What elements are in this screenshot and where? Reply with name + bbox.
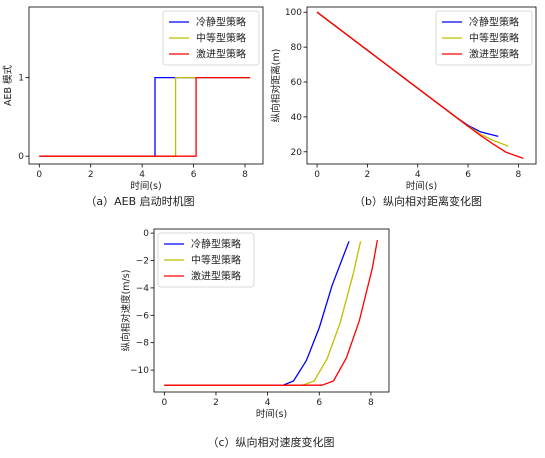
y-tick-label: 0 [143, 229, 149, 239]
series-line-0-0 [39, 76, 251, 157]
chart-panel-1: 0 2 4 6 8 20 40 60 80 100 时间(s) 纵向相对距离(m) 冷静型策略中等型策略… [270, 6, 537, 208]
legend-label-2: 激进型策略 [196, 48, 246, 61]
x-tick-label: 0 [36, 170, 42, 180]
x-tick-label: 8 [368, 398, 374, 408]
y-tick-label: −4 [136, 284, 150, 294]
x-tick-label: 4 [139, 170, 145, 180]
y-axis-label: 纵向相对距离(m) [270, 49, 282, 123]
series-line-0-2 [39, 76, 251, 157]
x-tick-label: 4 [415, 170, 421, 180]
x-tick-label: 8 [242, 170, 248, 180]
legend-label-0: 冷静型策略 [191, 238, 241, 251]
x-tick-label: 2 [365, 170, 371, 180]
y-tick-label: 0 [18, 152, 24, 162]
x-tick-label: 8 [516, 170, 522, 180]
x-axis-label: 时间(s) [406, 180, 437, 192]
series-line-1-2 [316, 11, 524, 160]
legend-label-2: 激进型策略 [469, 48, 519, 61]
legend-label-0: 冷静型策略 [469, 16, 519, 29]
x-tick-label: 6 [191, 170, 197, 180]
x-axis-label: 时间(s) [130, 180, 161, 192]
y-tick-label: 40 [291, 113, 303, 123]
legend-label-1: 中等型策略 [196, 32, 246, 45]
series-line-0-1 [39, 76, 251, 157]
y-tick-label: 60 [291, 78, 303, 88]
plot-frame [306, 6, 537, 165]
plot-frame [28, 6, 264, 165]
legend-box [435, 10, 533, 66]
legend-label-0: 冷静型策略 [196, 16, 246, 29]
y-axis-label: 纵向相对速度(m/s) [120, 270, 132, 352]
legend-label-1: 中等型策略 [191, 254, 241, 267]
y-tick-label: −8 [136, 339, 150, 349]
x-axis-label: 时间(s) [256, 408, 287, 420]
x-tick-label: 6 [465, 170, 471, 180]
x-tick-label: 0 [161, 398, 167, 408]
x-tick-label: 4 [265, 398, 271, 408]
plot-frame [153, 228, 390, 393]
x-tick-label: 2 [88, 170, 94, 180]
chart-caption: （c）纵向相对速度变化图 [207, 435, 334, 449]
legend-box [157, 232, 255, 288]
y-tick-label: −2 [136, 257, 149, 267]
legend-label-2: 激进型策略 [191, 270, 241, 283]
x-tick-label: 2 [213, 398, 219, 408]
x-tick-label: 6 [316, 398, 322, 408]
chart-panel-2: 0 2 4 6 8 −10 −8 −6 −4 −2 0 时间(s) 纵向相对速度(m/s) 冷静型策略中等… [120, 228, 390, 449]
y-tick-label: −10 [130, 366, 149, 376]
x-tick-label: 0 [314, 170, 320, 180]
y-tick-label: 100 [285, 8, 302, 18]
y-tick-label: 20 [291, 148, 303, 158]
legend-label-1: 中等型策略 [469, 32, 519, 45]
y-tick-label: 1 [18, 74, 24, 84]
series-line-2-2 [164, 239, 379, 386]
y-tick-label: 80 [291, 43, 303, 53]
y-axis-label: AEB 模式 [2, 64, 14, 106]
legend-box [162, 10, 260, 66]
y-tick-label: −6 [136, 311, 150, 321]
chart-caption: （a）AEB 启动时机图 [85, 194, 194, 208]
chart-caption: （b）纵向相对距离变化图 [354, 194, 482, 208]
